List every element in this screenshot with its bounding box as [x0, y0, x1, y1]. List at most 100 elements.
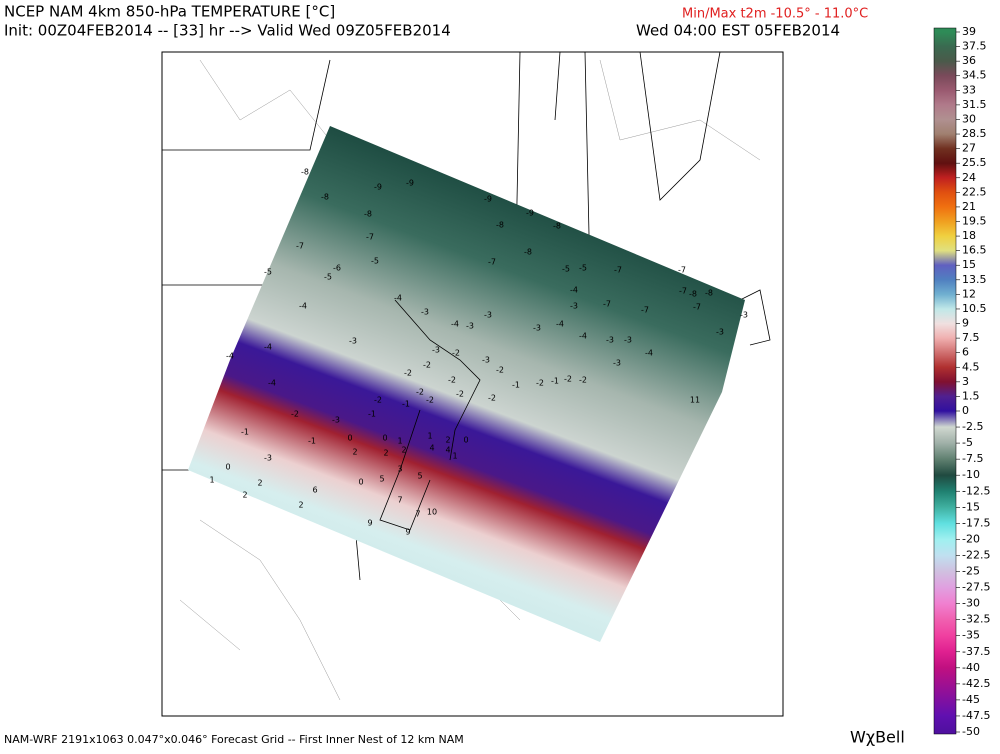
contour-label: -3 [716, 328, 724, 337]
contour-label: -4 [570, 286, 578, 295]
colorbar-label: -25 [962, 565, 980, 578]
colorbar-label: -47.5 [962, 709, 990, 722]
colorbar-label: -10 [962, 468, 980, 481]
colorbar-label: 25.5 [962, 156, 987, 169]
contour-label: -7 [614, 266, 622, 275]
contour-label: -5 [371, 257, 379, 266]
contour-label: -3 [740, 311, 748, 320]
coastline [379, 51, 561, 531]
contour-label: 2 [383, 449, 388, 458]
colorbar-label: 13.5 [962, 273, 987, 286]
contour-label: -8 [301, 168, 309, 177]
contour-label: -4 [556, 320, 564, 329]
contour-label: -4 [299, 302, 307, 311]
contour-label: -8 [705, 289, 713, 298]
colorbar-label: -27.5 [962, 581, 990, 594]
colorbar-label: -45 [962, 693, 980, 706]
contour-label: 1 [209, 476, 214, 485]
contour-label: 5 [379, 475, 384, 484]
colorbar-label: 4.5 [962, 360, 980, 373]
contour-label: 4 [429, 444, 434, 453]
contour-label: -2 [291, 410, 299, 419]
contour-label: -2 [496, 366, 504, 375]
contour-label: 0 [358, 478, 363, 487]
contour-label: -5 [324, 273, 332, 282]
contour-label: -8 [524, 248, 532, 257]
contour-label: -3 [484, 311, 492, 320]
contour-label: -4 [645, 349, 653, 358]
model-domain [188, 126, 745, 642]
contour-label: -2 [416, 388, 424, 397]
contour-label: -2 [448, 376, 456, 385]
colorbar-label: 36 [962, 54, 976, 67]
colorbar-label: 24 [962, 171, 976, 184]
contour-label: -4 [394, 294, 402, 303]
contour-label: -4 [264, 343, 272, 352]
contour-label: -3 [482, 356, 490, 365]
contour-label: -3 [432, 346, 440, 355]
contour-label: -7 [488, 258, 496, 267]
minmax: Min/Max t2m -10.5° - 11.0°C [682, 7, 868, 22]
colorbar-label: 34.5 [962, 69, 987, 82]
contour-label: -2 [423, 361, 431, 370]
contour-label: -7 [296, 242, 304, 251]
contour-label: -2 [404, 369, 412, 378]
contour-label: -8 [321, 193, 329, 202]
contour-label: 0 [463, 436, 468, 445]
colorbar-label: 27 [962, 142, 976, 155]
contour-label: 1 [427, 432, 432, 441]
colorbar-label: -37.5 [962, 645, 990, 658]
colorbar-label: 39 [962, 25, 976, 38]
contour-label: -1 [402, 400, 410, 409]
colorbar-label: 0 [962, 404, 969, 417]
contour-label: 9 [367, 519, 372, 528]
colorbar-label: -50 [962, 725, 980, 738]
colorbar-label: 10.5 [962, 302, 987, 315]
contour-label: -1 [512, 381, 520, 390]
colorbar-label: 30 [962, 112, 976, 125]
colorbar-label: -7.5 [962, 452, 983, 465]
contour-label: 6 [312, 486, 317, 495]
contour-label: 7 [397, 496, 402, 505]
colorbar-label: -17.5 [962, 516, 990, 529]
contour-label: -8 [553, 222, 561, 231]
contour-label: -2 [456, 390, 464, 399]
contour-label: -9 [406, 179, 414, 188]
contour-label: -7 [603, 300, 611, 309]
contour-label: 11 [690, 396, 700, 405]
contour-label: 2 [257, 479, 262, 488]
valid-local: Wed 04:00 EST 05FEB2014 [636, 22, 840, 40]
contour-label: -2 [374, 396, 382, 405]
colorbar-label: -22.5 [962, 548, 990, 561]
contour-label: 2 [242, 491, 247, 500]
contour-label: 2 [298, 501, 303, 510]
colorbar-label: 33 [962, 83, 976, 96]
contour-label: -2 [488, 394, 496, 403]
contour-label: -9 [484, 195, 492, 204]
contour-label: 3 [397, 465, 402, 474]
contour-label: -7 [678, 266, 686, 275]
contour-label: -6 [333, 264, 341, 273]
contour-label: 2 [352, 448, 357, 457]
contour-label: -8 [364, 210, 372, 219]
contour-label: -1 [551, 377, 559, 386]
colorbar-label: -2.5 [962, 420, 983, 433]
contour-label: -3 [264, 454, 272, 463]
colorbar-label: 16.5 [962, 244, 987, 257]
contour-label: 4 [445, 446, 450, 455]
colorbar-label: 19.5 [962, 215, 987, 228]
title: NCEP NAM 4km 850-hPa TEMPERATURE [°C] [4, 3, 335, 21]
colorbar-label: 7.5 [962, 331, 980, 344]
contour-label: -8 [689, 290, 697, 299]
colorbar-label: 37.5 [962, 40, 987, 53]
colorbar-label: 22.5 [962, 185, 987, 198]
contour-label: -1 [241, 428, 249, 437]
colorbar-label: -42.5 [962, 677, 990, 690]
contour-label: -3 [624, 336, 632, 345]
contour-label: -7 [693, 303, 701, 312]
init-line: Init: 00Z04FEB2014 -- [33] hr --> Valid … [4, 22, 451, 40]
grid-info: NAM-WRF 2191x1063 0.047°x0.046° Forecast… [4, 733, 464, 746]
contour-label: -9 [374, 183, 382, 192]
